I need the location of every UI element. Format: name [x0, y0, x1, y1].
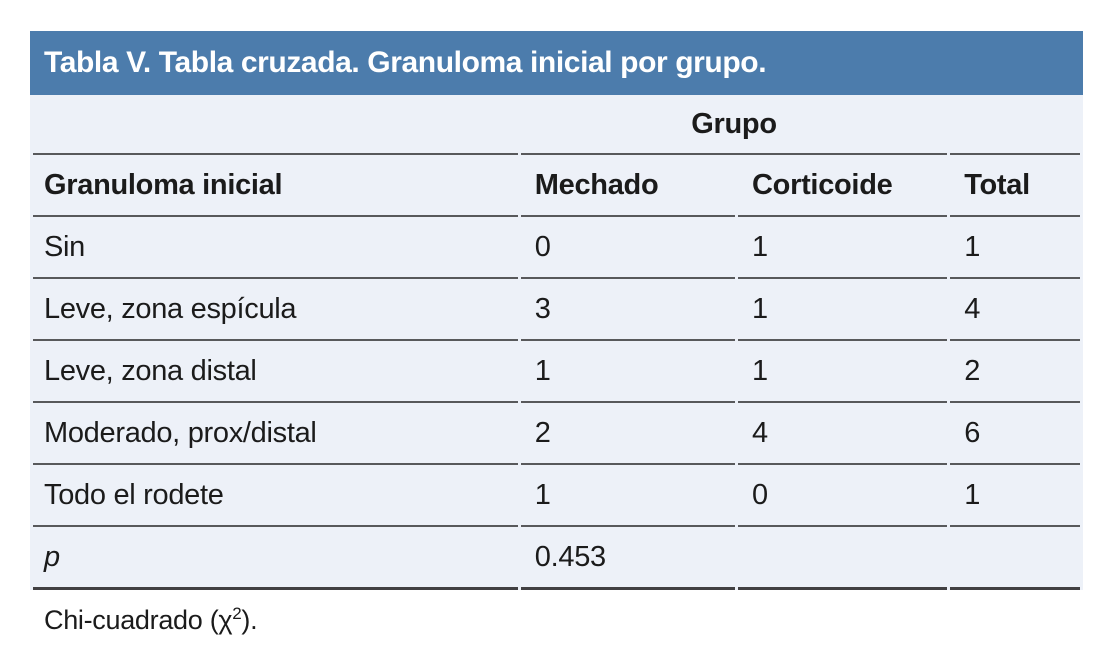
table-row-todo-rodete: Todo el rodete 1 0 1: [33, 465, 1080, 527]
table-title: Tabla V. Tabla cruzada. Granuloma inicia…: [44, 46, 767, 79]
cell-total: 1: [950, 217, 1080, 279]
p-value-label: p: [33, 527, 518, 590]
table-row-leve-distal: Leve, zona distal 1 1 2: [33, 341, 1080, 403]
row-label: Leve, zona espícula: [33, 279, 518, 341]
cell-corticoide: 0: [738, 465, 948, 527]
table-row-leve-espicula: Leve, zona espícula 3 1 4: [33, 279, 1080, 341]
group-header: Grupo: [520, 95, 948, 155]
footnote-text: Chi-cuadrado (χ: [44, 605, 233, 635]
col-header-mechado: Mechado: [520, 155, 736, 217]
column-header-row: Granuloma inicial Mechado Corticoide Tot…: [33, 155, 1080, 217]
cell-total: 4: [950, 279, 1080, 341]
cell-corticoide: 1: [738, 217, 948, 279]
group-header-row: Grupo: [33, 95, 1080, 155]
cell-mechado: 1: [520, 341, 736, 403]
cell-corticoide: 4: [738, 403, 948, 465]
cell-total: 2: [950, 341, 1080, 403]
empty-cell: [950, 95, 1080, 155]
table-footnote: Chi-cuadrado (χ2).: [44, 604, 258, 636]
cell-corticoide: 1: [738, 341, 948, 403]
col-header-granuloma-inicial: Granuloma inicial: [33, 155, 518, 217]
table-row-moderado: Moderado, prox/distal 2 4 6: [33, 403, 1080, 465]
footnote-text-end: ).: [241, 605, 258, 635]
col-header-total: Total: [950, 155, 1080, 217]
cell-total: 6: [950, 403, 1080, 465]
empty-cell: [33, 95, 518, 155]
cell-mechado: 3: [520, 279, 736, 341]
row-label: Sin: [33, 217, 518, 279]
col-header-corticoide: Corticoide: [738, 155, 948, 217]
empty-cell: [738, 527, 948, 590]
cell-mechado: 2: [520, 403, 736, 465]
table-row-p-value: p 0.453: [33, 527, 1080, 590]
cell-mechado: 0: [520, 217, 736, 279]
table-title-bar: Tabla V. Tabla cruzada. Granuloma inicia…: [30, 31, 1083, 95]
stats-table-card: Tabla V. Tabla cruzada. Granuloma inicia…: [30, 31, 1083, 590]
table-row-sin: Sin 0 1 1: [33, 217, 1080, 279]
row-label: Moderado, prox/distal: [33, 403, 518, 465]
crosstab-table: Grupo Granuloma inicial Mechado Corticoi…: [30, 95, 1083, 590]
row-label: Todo el rodete: [33, 465, 518, 527]
p-value: 0.453: [520, 527, 736, 590]
cell-corticoide: 1: [738, 279, 948, 341]
cell-mechado: 1: [520, 465, 736, 527]
cell-total: 1: [950, 465, 1080, 527]
footnote-superscript: 2: [232, 604, 242, 623]
empty-cell: [950, 527, 1080, 590]
row-label: Leve, zona distal: [33, 341, 518, 403]
